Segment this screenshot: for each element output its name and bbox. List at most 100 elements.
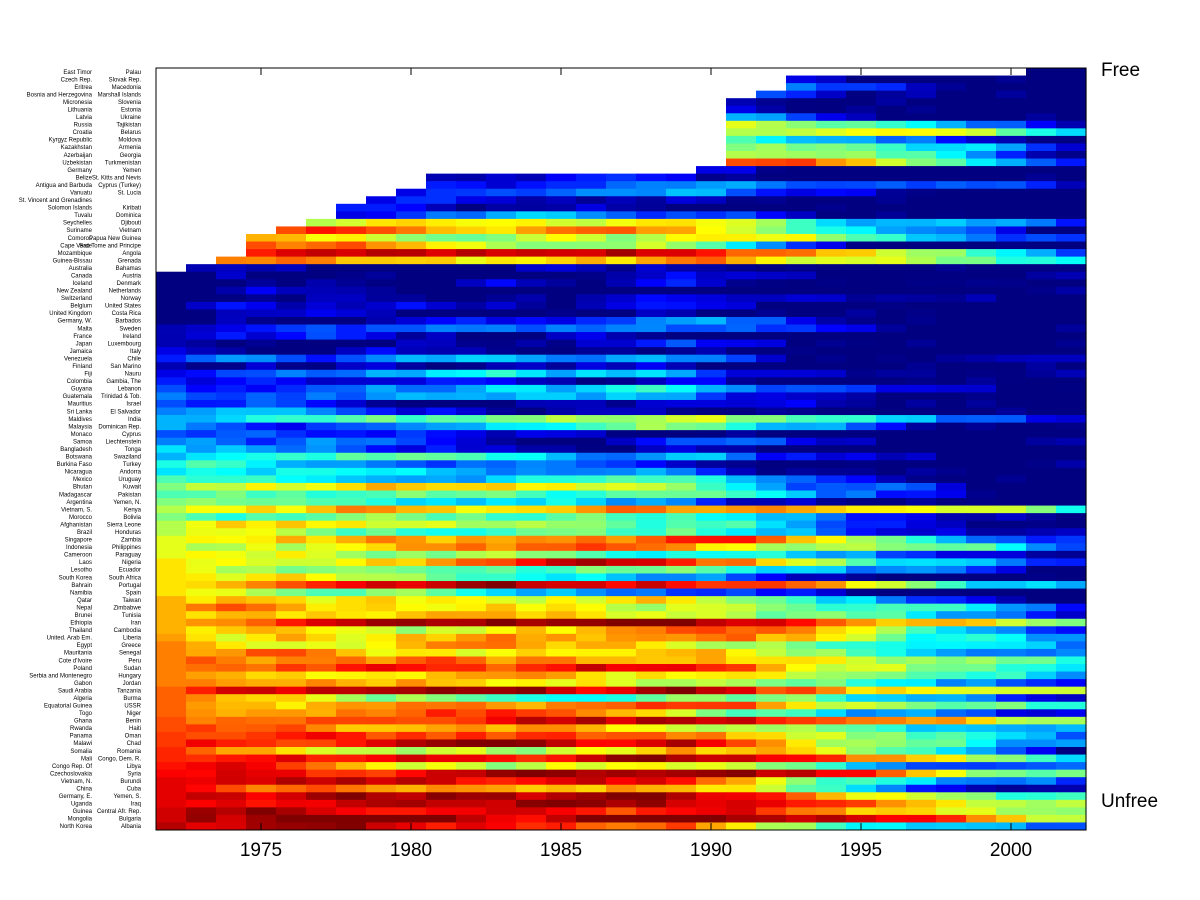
heatmap-cell: [756, 799, 787, 808]
heatmap-cell: [756, 490, 787, 499]
heatmap-cell: [726, 709, 757, 718]
heatmap-cell: [966, 641, 997, 650]
heatmap-cell: [996, 309, 1027, 318]
heatmap-cell: [696, 490, 727, 499]
heatmap-cell: [516, 709, 547, 718]
row-label-right: Cyprus (Turkey): [98, 183, 141, 189]
heatmap-cell: [276, 762, 307, 771]
heatmap-cell: [936, 249, 967, 258]
heatmap-cell: [486, 671, 517, 680]
heatmap-cell: [996, 784, 1027, 793]
heatmap-cell: [516, 656, 547, 665]
heatmap-cell: [276, 792, 307, 801]
heatmap-cell: [276, 799, 307, 808]
heatmap-cell: [1026, 475, 1057, 484]
heatmap-cell: [756, 618, 787, 627]
heatmap-cell: [666, 754, 697, 763]
heatmap-cell: [726, 218, 757, 227]
heatmap-cell: [426, 445, 457, 454]
heatmap-cell: [726, 573, 757, 582]
heatmap-cell: [456, 581, 487, 589]
heatmap-cell: [366, 799, 397, 808]
heatmap-cell: [666, 550, 697, 559]
heatmap-cell: [876, 437, 907, 446]
heatmap-cell: [276, 701, 307, 710]
heatmap-cell: [426, 762, 457, 771]
heatmap-cell: [306, 641, 337, 650]
heatmap-cell: [936, 188, 967, 197]
row-label-right: Austria: [122, 273, 141, 279]
heatmap-cell: [756, 505, 787, 514]
heatmap-cell: [906, 415, 937, 423]
heatmap-cell: [336, 445, 367, 454]
heatmap-cell: [456, 656, 487, 665]
heatmap-cell: [186, 505, 217, 514]
heatmap-cell: [306, 399, 337, 408]
heatmap-cell: [1026, 814, 1057, 823]
heatmap-cell: [456, 498, 487, 506]
heatmap-cell: [1056, 596, 1087, 605]
row-label-right: Burundi: [120, 779, 141, 785]
heatmap-cell: [306, 762, 337, 771]
heatmap-cell: [426, 792, 457, 801]
heatmap-cell: [426, 573, 457, 582]
heatmap-cell: [156, 543, 187, 552]
heatmap-cell: [756, 316, 787, 325]
heatmap-cell: [186, 513, 217, 522]
heatmap-cell: [666, 415, 697, 423]
heatmap-cell: [246, 784, 277, 793]
heatmap-cell: [486, 241, 517, 250]
heatmap-cell: [456, 332, 487, 340]
heatmap-cell: [246, 694, 277, 703]
heatmap-cell: [756, 573, 787, 582]
heatmap-cell: [486, 354, 517, 363]
heatmap-cell: [846, 294, 877, 303]
heatmap-cell: [516, 581, 547, 589]
heatmap-cell: [546, 218, 577, 227]
row-label-left: Guatemala: [63, 394, 93, 400]
heatmap-cell: [816, 354, 847, 363]
heatmap-cell: [606, 173, 637, 182]
heatmap-cell: [1056, 543, 1087, 552]
heatmap-cell: [306, 769, 337, 778]
heatmap-cell: [606, 543, 637, 552]
row-label-left: Poland: [73, 666, 92, 672]
heatmap-cell: [186, 822, 217, 831]
heatmap-cell: [576, 716, 607, 725]
heatmap-cell: [456, 731, 487, 740]
heatmap-cell: [636, 513, 667, 522]
heatmap-cell: [336, 814, 367, 823]
heatmap-cell: [636, 316, 667, 325]
heatmap-cell: [576, 407, 607, 416]
row-label-left: Solomon Islands: [48, 206, 92, 212]
heatmap-cell: [516, 565, 547, 574]
heatmap-cell: [546, 354, 577, 363]
heatmap-cell: [876, 573, 907, 582]
heatmap-cell: [696, 498, 727, 506]
heatmap-cell: [996, 113, 1027, 122]
heatmap-cell: [666, 799, 697, 808]
heatmap-cell: [636, 188, 667, 197]
heatmap-cell: [456, 626, 487, 635]
heatmap-cell: [936, 611, 967, 620]
heatmap-cell: [1026, 415, 1057, 423]
heatmap-cell: [216, 460, 247, 469]
heatmap-cell: [1056, 166, 1087, 175]
heatmap-cell: [636, 392, 667, 401]
row-label-left: Mauritius: [68, 402, 92, 408]
heatmap-cell: [516, 422, 547, 431]
heatmap-cell: [516, 384, 547, 393]
heatmap-cell: [546, 611, 577, 620]
heatmap-cell: [216, 347, 247, 356]
heatmap-cell: [726, 799, 757, 808]
heatmap-cell: [516, 256, 547, 265]
row-label-right: Denmark: [117, 281, 142, 287]
heatmap-cell: [906, 120, 937, 129]
heatmap-cell: [606, 249, 637, 258]
heatmap-cell: [246, 731, 277, 740]
heatmap-cell: [876, 150, 907, 159]
row-label-left: Finland: [72, 364, 92, 370]
heatmap-cell: [876, 671, 907, 680]
heatmap-cell: [876, 641, 907, 650]
heatmap-cell: [1026, 528, 1057, 537]
